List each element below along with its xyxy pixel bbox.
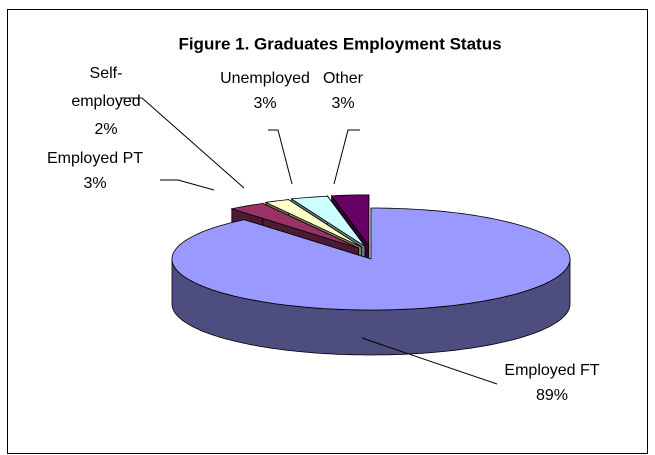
slice (230, 202, 359, 249)
leader-line (160, 179, 215, 191)
label-value: 3% (331, 95, 355, 112)
data-label: Employed PT 3% (30, 146, 160, 196)
data-label: Other 3% (303, 66, 383, 116)
leader-line (268, 129, 293, 185)
label-name: Employed FT (504, 362, 600, 379)
chart-title: Figure 1. Graduates Employment Status (178, 34, 501, 53)
label-value: 3% (253, 95, 277, 112)
data-label: Self-employed 2% (66, 60, 146, 144)
label-value: 3% (83, 175, 107, 192)
label-name: Employed PT (46, 150, 144, 167)
pie (171, 194, 571, 356)
leader-line (120, 97, 245, 189)
slice (330, 194, 370, 248)
data-label: Employed FT 89% (487, 358, 617, 408)
label-value: 2% (94, 121, 118, 138)
leader-line (333, 129, 360, 185)
label-name: Other (322, 70, 363, 87)
label-name: Self-employed (71, 65, 141, 110)
leader-line (361, 337, 498, 385)
label-value: 89% (535, 387, 569, 404)
label-name: Unemployed (220, 70, 310, 87)
slice (264, 199, 362, 248)
slice (290, 195, 366, 247)
slice (171, 207, 571, 311)
data-label: Unemployed 3% (205, 66, 325, 116)
